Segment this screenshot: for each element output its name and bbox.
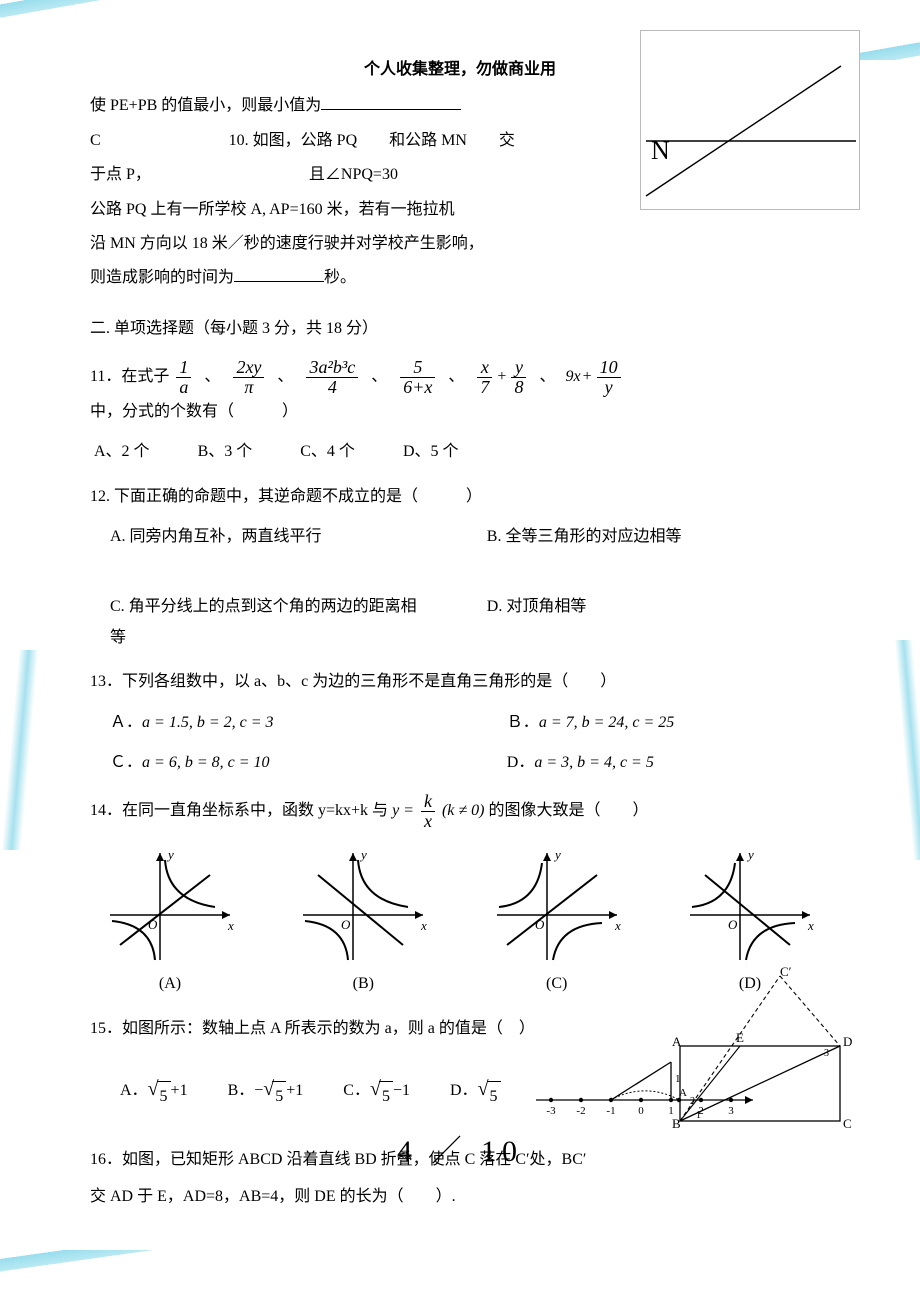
text: 10. 如图，公路 PQ 和公路 MN 交: [229, 132, 515, 149]
opt-d: D．a = 3, b = 4, c = 5: [507, 748, 824, 778]
graph-b: x y O (B): [283, 845, 443, 999]
stem-a: 14．在同一直角坐标系中，函数 y=kx+k 与: [90, 802, 392, 819]
q12-stem: 12. 下面正确的命题中，其逆命题不成立的是（ ）: [90, 482, 830, 512]
text: C: [90, 132, 101, 149]
q11: 11．在式子 1a 、 2xyπ 、 3a²b³c4 、 56+x 、 x7 +…: [90, 358, 830, 427]
q13-stem: 13．下列各组数中，以 a、b、c 为边的三角形不是直角三角形的是（ ）: [90, 667, 830, 697]
svg-text:x: x: [420, 918, 427, 933]
opt-a: Ａ．a = 1.5, b = 2, c = 3: [110, 708, 427, 738]
opt-d: D、5 个: [403, 437, 459, 467]
opt-a: A. 同旁内角互补，两直线平行: [110, 522, 427, 552]
opt-c: Ｃ．a = 6, b = 8, c = 10: [110, 748, 427, 778]
svg-text:y: y: [746, 847, 754, 862]
svg-text:y: y: [166, 847, 174, 862]
text: 于点 P，: [90, 166, 151, 183]
opt-c: C、4 个: [300, 437, 355, 467]
opt-b: B. 全等三角形的对应边相等: [487, 522, 804, 552]
opt-b: B．−√5+1: [228, 1076, 304, 1112]
svg-text:y: y: [359, 847, 367, 862]
text: 秒。: [324, 269, 356, 286]
stem-a: 11．在式子: [90, 368, 169, 385]
svg-text:C′: C′: [780, 966, 792, 979]
opt-b: B、3 个: [198, 437, 253, 467]
q11-expressions: 1a 、 2xyπ 、 3a²b³c4 、 56+x 、 x7 + y8 、 9…: [173, 358, 623, 397]
opt-d: D．√5: [450, 1076, 501, 1112]
svg-text:x: x: [807, 918, 814, 933]
page-number: 4 ／ 10: [0, 1126, 920, 1170]
q16-line2: 交 AD 于 E，AD=8，AB=4，则 DE 的长为（ ）.: [90, 1182, 830, 1212]
text: 则造成影响的时间为: [90, 269, 234, 286]
opt-c: C．√5−1: [343, 1076, 410, 1112]
rectangle-fold-figure: A B C D C′ E 1 2 3: [660, 966, 860, 1136]
opt-a: A．√5+1: [120, 1076, 188, 1112]
svg-text:3: 3: [824, 1048, 829, 1059]
blank: [321, 94, 461, 110]
svg-text:E: E: [736, 1030, 744, 1045]
stem-b: 中，分式的个数有（ ）: [90, 403, 298, 420]
svg-text:O: O: [341, 917, 351, 932]
graph-c: x y O (C): [477, 845, 637, 999]
svg-text:y: y: [553, 847, 561, 862]
ribbon-bottom: [0, 1250, 920, 1300]
svg-text:0: 0: [638, 1105, 644, 1117]
opt-a: A、2 个: [94, 437, 150, 467]
svg-text:N: N: [651, 136, 670, 165]
svg-text:A: A: [672, 1034, 682, 1049]
stem-b: 的图像大致是（ ）: [489, 802, 649, 819]
q11-options: A、2 个 B、3 个 C、4 个 D、5 个: [90, 437, 830, 467]
svg-text:O: O: [728, 917, 738, 932]
svg-text:-3: -3: [546, 1105, 556, 1117]
q13-options: Ａ．a = 1.5, b = 2, c = 3 Ｂ．a = 7, b = 24,…: [90, 708, 830, 779]
svg-text:-2: -2: [576, 1105, 585, 1117]
svg-text:x: x: [227, 918, 234, 933]
top-line-5: 沿 MN 方向以 18 米／秒的速度行驶并对学校产生影响，: [90, 229, 830, 259]
svg-text:x: x: [614, 918, 621, 933]
blank: [234, 266, 324, 282]
svg-text:1: 1: [696, 1110, 701, 1121]
svg-text:D: D: [843, 1034, 852, 1049]
q15-options: A．√5+1 B．−√5+1 C．√5−1 D．√5: [90, 1076, 501, 1112]
svg-text:2: 2: [690, 1096, 695, 1107]
text: 且∠NPQ=30: [309, 166, 398, 183]
q12-options: A. 同旁内角互补，两直线平行 B. 全等三角形的对应边相等 C. 角平分线上的…: [90, 522, 830, 653]
top-line-6: 则造成影响的时间为 秒。: [90, 263, 830, 293]
q14-stem: 14．在同一直角坐标系中，函数 y=kx+k 与 y = kx (k ≠ 0) …: [90, 792, 830, 831]
text: 使 PE+PB 的值最小，则最小值为: [90, 97, 321, 114]
graph-a: x y O (A): [90, 845, 250, 999]
opt-c: C. 角平分线上的点到这个角的两边的距离相等: [110, 592, 427, 653]
svg-text:-1: -1: [606, 1105, 615, 1117]
opt-d: D. 对顶角相等: [487, 592, 804, 653]
page-content: 个人收集整理，勿做商业用 N 使 PE+PB 的值最小，则最小值为 C 10. …: [0, 0, 920, 1256]
opt-b: Ｂ．a = 7, b = 24, c = 25: [507, 708, 824, 738]
section-2-title: 二. 单项选择题（每小题 3 分，共 18 分）: [90, 314, 830, 344]
road-figure: N: [640, 30, 860, 210]
